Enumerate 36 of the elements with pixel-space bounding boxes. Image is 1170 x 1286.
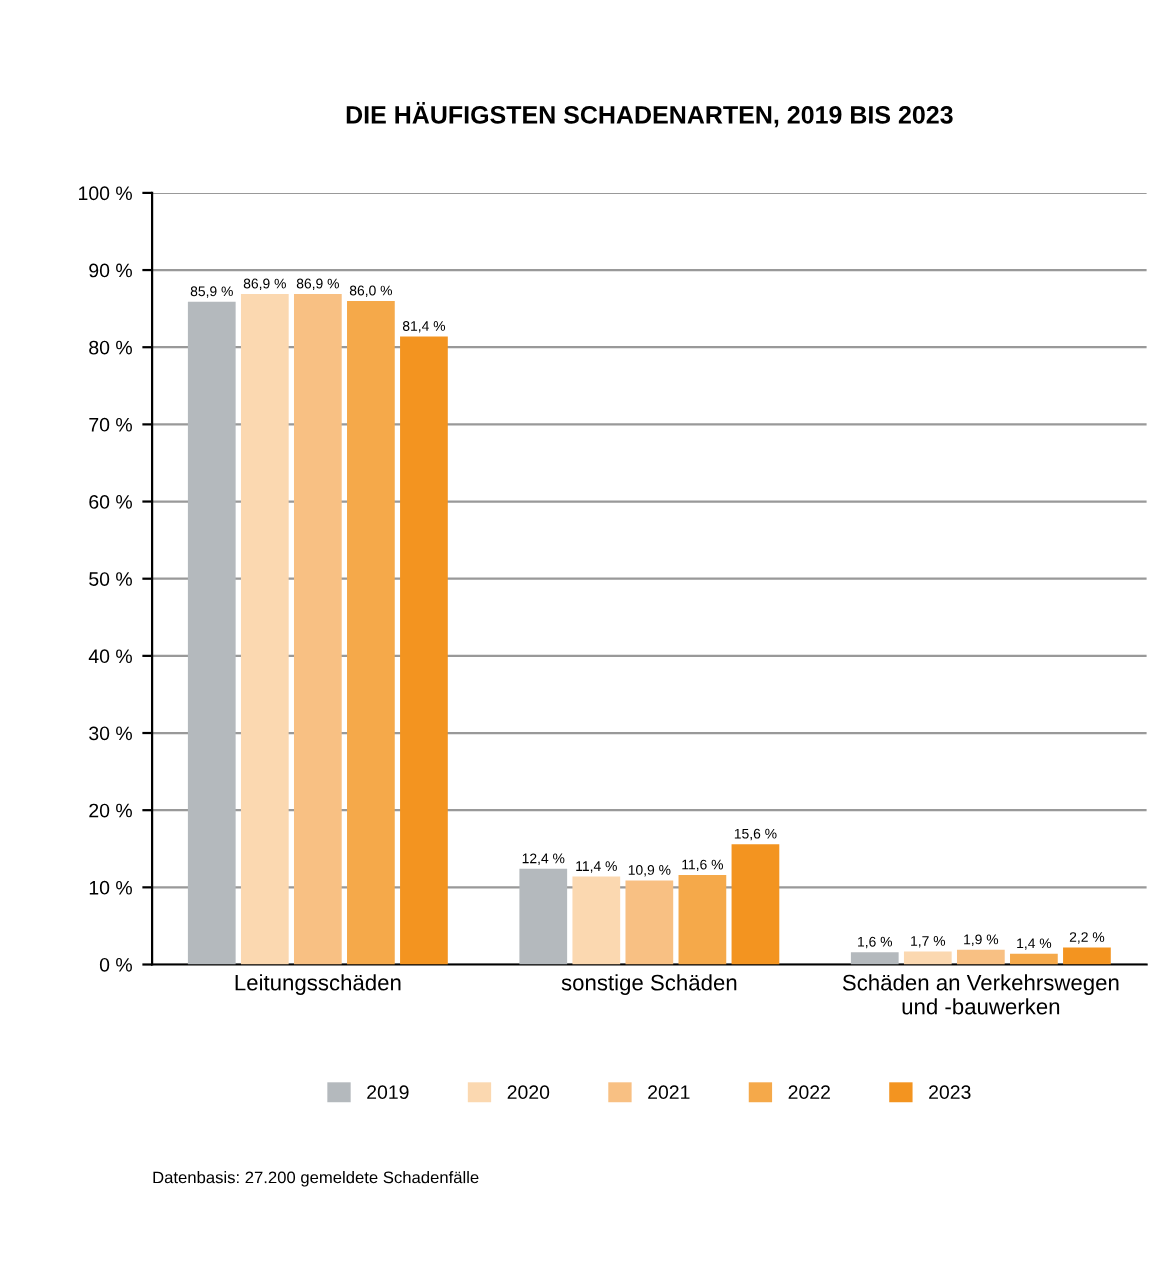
y-tick-label: 90 % (89, 263, 132, 278)
bar (240, 293, 289, 965)
legend-label: 2020 (507, 1085, 550, 1100)
x-tick-label: Leitungsschäden (235, 974, 401, 995)
y-tick-label: 10 % (89, 880, 132, 895)
bar (903, 951, 952, 965)
bar (678, 874, 727, 965)
bar (519, 868, 568, 965)
bar (187, 301, 236, 965)
y-tick-label: 20 % (89, 803, 132, 818)
y-tick-label: 40 % (88, 649, 132, 664)
y-tick-label: 50 % (89, 572, 132, 586)
legend-label: 2022 (788, 1085, 830, 1100)
y-tick-label: 100 % (79, 186, 132, 201)
bar (400, 336, 448, 965)
bar (731, 844, 780, 965)
text: Datenbasis: 27.200 gemeldete Schadenfälle (153, 1171, 479, 1187)
bar (347, 300, 395, 965)
x-tick-label: sonstige Schäden (561, 974, 737, 995)
x-tick-label: Schäden an Verkehrswegen und -bauwerken (842, 974, 1119, 1015)
legend-label: 2021 (648, 1085, 690, 1100)
y-tick-label: 0 % (99, 957, 132, 972)
y-tick-label: 70 % (89, 417, 132, 432)
bar (1010, 953, 1058, 965)
y-tick-label: 30 % (89, 726, 132, 741)
bar (625, 880, 674, 965)
y-tick-label: 80 % (89, 340, 132, 355)
bar (572, 876, 621, 965)
bar (956, 949, 1005, 965)
chart-title: DIE HÄUFIGSTEN SCHADENARTEN, 2019 BIS 2023 (346, 102, 953, 128)
bar (1063, 947, 1111, 965)
bar (293, 293, 342, 965)
legend-label: 2023 (929, 1085, 971, 1100)
bar (850, 952, 899, 965)
y-tick-label: 60 % (89, 495, 132, 509)
legend-label: 2019 (367, 1085, 409, 1100)
